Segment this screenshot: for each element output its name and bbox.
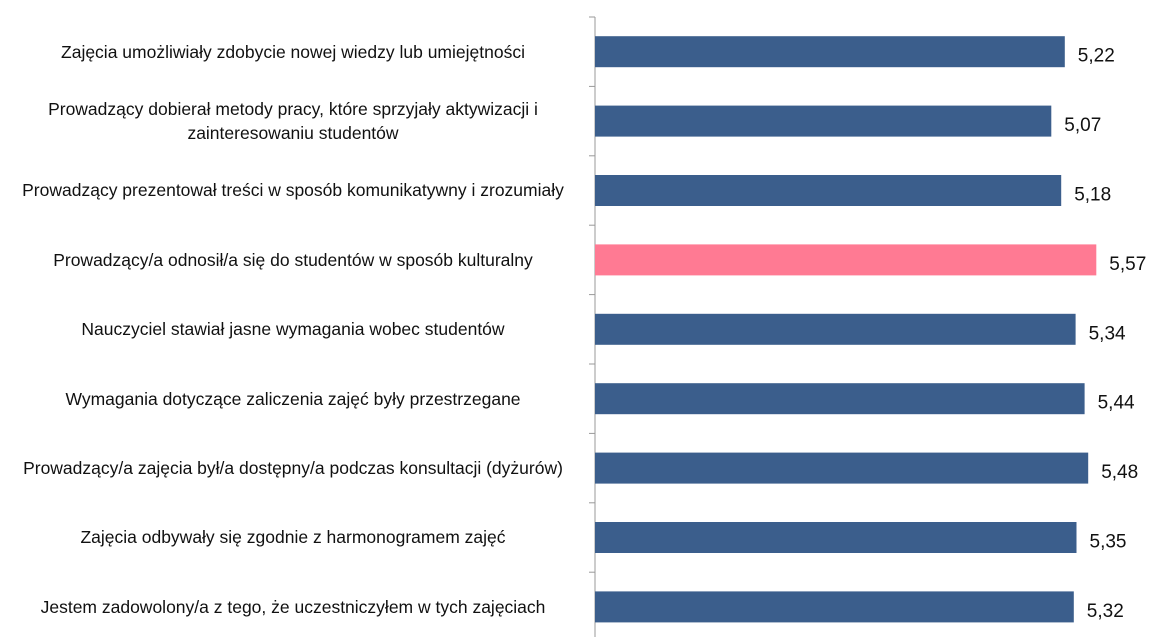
value-label: 5,32 [1087,601,1124,622]
value-label: 5,35 [1090,532,1127,553]
category-label: Wymagania dotyczące zaliczenia zajęć był… [65,388,521,409]
bar [595,591,1074,623]
category-label: Zajęcia umożliwiały zdobycie nowej wiedz… [61,41,525,62]
value-label: 5,22 [1078,46,1115,67]
category-label: Jestem zadowolony/a z tego, że uczestnic… [40,596,546,617]
bar [595,105,1052,137]
value-label: 5,44 [1098,393,1135,414]
bar [595,522,1077,553]
category-label: Prowadzący/a zajęcia był/a dostępny/a po… [23,458,563,479]
category-label: Prowadzący/a odnosił/a się do studentów … [53,249,533,270]
category-label: Nauczyciel stawiał jasne wymagania wobec… [81,319,505,340]
bar [595,452,1089,484]
category-label: Prowadzący dobierał metody pracy, które … [48,99,538,144]
bar [595,175,1062,206]
value-label: 5,07 [1064,115,1101,136]
value-label: 5,48 [1101,462,1138,483]
bar [595,244,1097,276]
category-label: Zajęcia odbywały się zgodnie z harmonogr… [80,527,506,548]
value-label: 5,57 [1109,254,1146,275]
bar [595,313,1076,345]
value-label: 5,34 [1089,323,1126,344]
value-label: 5,18 [1074,185,1111,206]
bar [595,36,1065,68]
bar [595,383,1085,415]
category-label: Prowadzący prezentował treści w sposób k… [22,180,564,201]
